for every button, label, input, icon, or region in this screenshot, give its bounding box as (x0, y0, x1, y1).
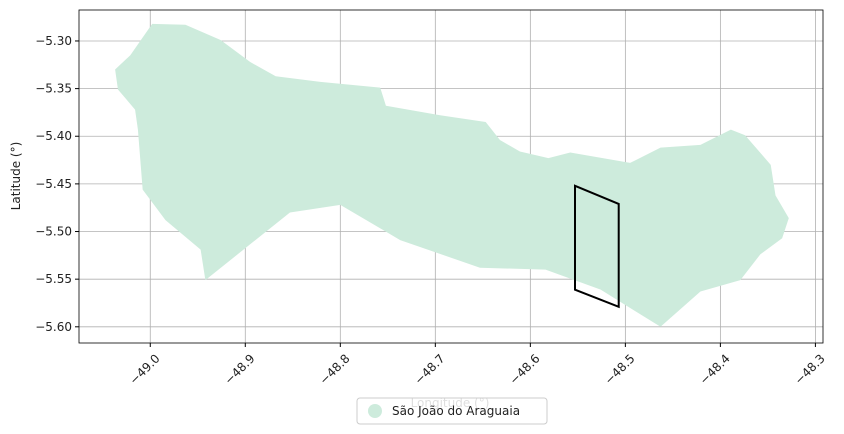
x-tick-label: −48.9 (222, 351, 258, 387)
legend: São João do Araguaia (356, 397, 548, 425)
region (115, 23, 789, 327)
y-tick-label: −5.55 (35, 272, 72, 286)
y-tick-label: −5.45 (35, 177, 72, 191)
legend-marker (368, 404, 382, 418)
legend-box (356, 397, 548, 425)
plot-area (79, 10, 823, 343)
x-tick-label: −48.8 (317, 351, 353, 387)
axes-frame (78, 9, 824, 344)
x-tick-label: −49.0 (127, 351, 163, 387)
legend-label: São João do Araguaia (392, 404, 520, 418)
x-tick-label: −48.5 (602, 351, 638, 387)
x-tick-label: −48.4 (697, 351, 733, 387)
y-tick-label: −5.30 (35, 34, 72, 48)
y-axis-label: Latitude (°) (9, 142, 23, 211)
y-tick-label: −5.35 (35, 82, 72, 96)
area-outline (574, 184, 620, 309)
x-tick-label: −48.7 (412, 351, 448, 387)
y-tick-label: −5.40 (35, 129, 72, 143)
x-tick-label: −48.3 (792, 351, 828, 387)
x-tick-label: −48.6 (507, 351, 543, 387)
y-tick-label: −5.60 (35, 320, 72, 334)
y-tick-label: −5.50 (35, 225, 72, 239)
